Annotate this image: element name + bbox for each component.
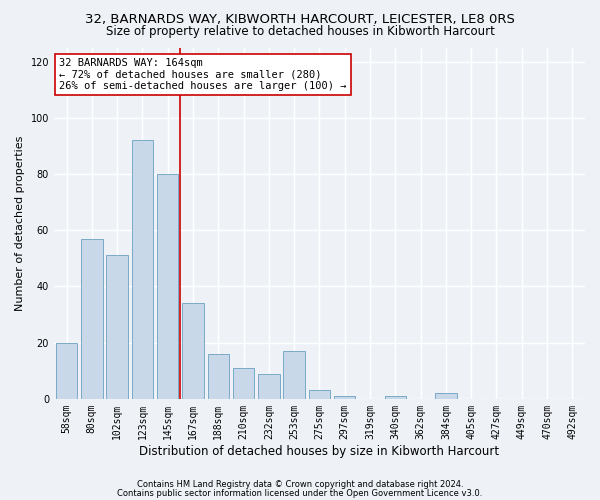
Bar bbox=[283, 351, 305, 399]
Bar bbox=[309, 390, 330, 399]
Bar bbox=[385, 396, 406, 399]
Text: Size of property relative to detached houses in Kibworth Harcourt: Size of property relative to detached ho… bbox=[106, 25, 494, 38]
Bar bbox=[435, 393, 457, 399]
Bar bbox=[131, 140, 153, 399]
Bar bbox=[258, 374, 280, 399]
Text: Contains public sector information licensed under the Open Government Licence v3: Contains public sector information licen… bbox=[118, 488, 482, 498]
Text: Contains HM Land Registry data © Crown copyright and database right 2024.: Contains HM Land Registry data © Crown c… bbox=[137, 480, 463, 489]
Bar bbox=[56, 342, 77, 399]
Bar bbox=[81, 238, 103, 399]
Bar bbox=[208, 354, 229, 399]
Bar bbox=[157, 174, 178, 399]
Bar bbox=[233, 368, 254, 399]
Text: 32, BARNARDS WAY, KIBWORTH HARCOURT, LEICESTER, LE8 0RS: 32, BARNARDS WAY, KIBWORTH HARCOURT, LEI… bbox=[85, 12, 515, 26]
X-axis label: Distribution of detached houses by size in Kibworth Harcourt: Distribution of detached houses by size … bbox=[139, 444, 500, 458]
Bar bbox=[334, 396, 355, 399]
Y-axis label: Number of detached properties: Number of detached properties bbox=[15, 136, 25, 311]
Bar bbox=[182, 304, 204, 399]
Bar bbox=[106, 256, 128, 399]
Text: 32 BARNARDS WAY: 164sqm
← 72% of detached houses are smaller (280)
26% of semi-d: 32 BARNARDS WAY: 164sqm ← 72% of detache… bbox=[59, 58, 347, 91]
